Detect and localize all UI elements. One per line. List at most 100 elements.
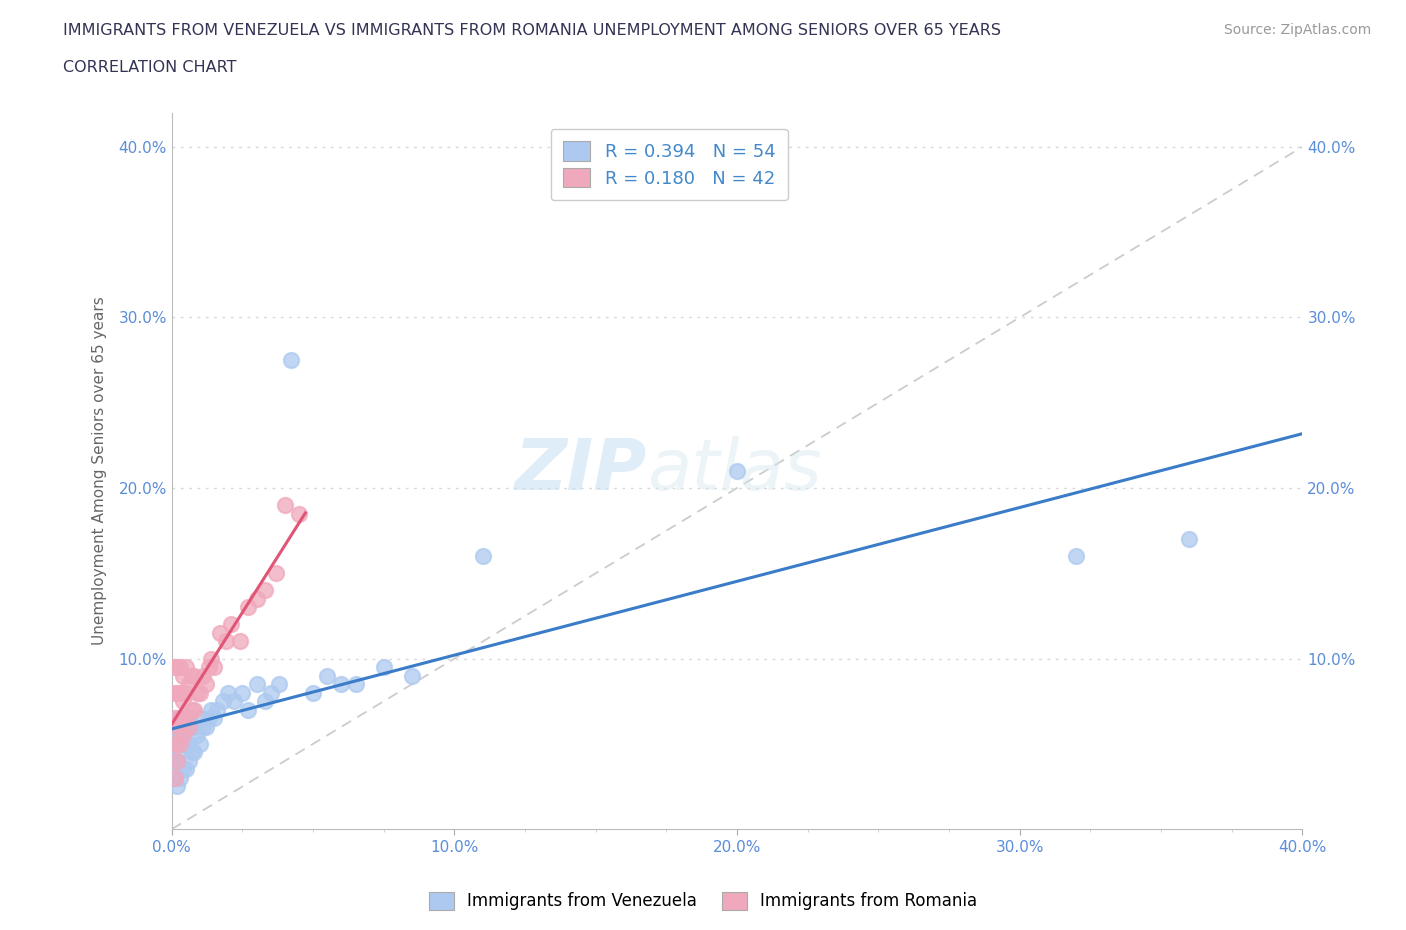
Point xyxy=(236,600,259,615)
Point xyxy=(214,634,236,649)
Point xyxy=(186,728,208,743)
Point xyxy=(186,685,208,700)
Text: atlas: atlas xyxy=(647,436,821,505)
Point xyxy=(219,617,242,631)
Point xyxy=(180,719,202,734)
Point xyxy=(197,711,219,725)
Point xyxy=(166,753,188,768)
Point xyxy=(163,771,186,786)
Point xyxy=(174,719,197,734)
Point xyxy=(163,737,186,751)
Point xyxy=(180,668,202,683)
Point xyxy=(725,463,748,478)
Point xyxy=(188,711,211,725)
Point xyxy=(166,779,188,794)
Point xyxy=(183,702,205,717)
Point xyxy=(188,685,211,700)
Point xyxy=(169,737,191,751)
Point xyxy=(163,771,186,786)
Point xyxy=(401,668,423,683)
Point xyxy=(471,549,494,564)
Point xyxy=(228,634,250,649)
Point xyxy=(174,737,197,751)
Point xyxy=(202,659,225,674)
Point xyxy=(183,745,205,760)
Point xyxy=(174,711,197,725)
Point xyxy=(177,711,200,725)
Point xyxy=(166,711,188,725)
Point xyxy=(163,711,186,725)
Point xyxy=(163,659,186,674)
Point xyxy=(197,659,219,674)
Point xyxy=(177,677,200,692)
Y-axis label: Unemployment Among Seniors over 65 years: Unemployment Among Seniors over 65 years xyxy=(93,297,107,645)
Point xyxy=(1066,549,1088,564)
Point xyxy=(172,728,194,743)
Point xyxy=(166,728,188,743)
Point xyxy=(288,506,311,521)
Point xyxy=(172,694,194,709)
Point xyxy=(166,685,188,700)
Point xyxy=(254,694,277,709)
Point xyxy=(177,753,200,768)
Point xyxy=(260,685,283,700)
Point xyxy=(202,711,225,725)
Point xyxy=(222,694,245,709)
Point xyxy=(330,677,353,692)
Point xyxy=(274,498,297,512)
Point xyxy=(177,719,200,734)
Point xyxy=(166,659,188,674)
Point xyxy=(174,659,197,674)
Point xyxy=(169,659,191,674)
Point xyxy=(180,702,202,717)
Point xyxy=(1178,532,1201,547)
Text: Source: ZipAtlas.com: Source: ZipAtlas.com xyxy=(1223,23,1371,37)
Text: ZIP: ZIP xyxy=(515,436,647,505)
Point xyxy=(163,737,186,751)
Point xyxy=(169,711,191,725)
Point xyxy=(172,762,194,777)
Point xyxy=(316,668,339,683)
Point xyxy=(172,711,194,725)
Point xyxy=(194,677,217,692)
Point xyxy=(183,668,205,683)
Point xyxy=(166,753,188,768)
Point xyxy=(180,745,202,760)
Point xyxy=(280,352,302,367)
Point xyxy=(169,711,191,725)
Point xyxy=(172,737,194,751)
Point xyxy=(169,771,191,786)
Point xyxy=(246,677,269,692)
Point xyxy=(194,719,217,734)
Point xyxy=(200,651,222,666)
Point xyxy=(172,668,194,683)
Point xyxy=(231,685,253,700)
Point xyxy=(211,694,233,709)
Point xyxy=(254,583,277,598)
Point xyxy=(166,719,188,734)
Point xyxy=(217,685,239,700)
Point xyxy=(208,626,231,641)
Point xyxy=(373,659,395,674)
Point xyxy=(191,668,214,683)
Point xyxy=(200,702,222,717)
Point xyxy=(269,677,291,692)
Point xyxy=(169,728,191,743)
Point xyxy=(163,685,186,700)
Point xyxy=(169,745,191,760)
Point xyxy=(174,685,197,700)
Point xyxy=(236,702,259,717)
Point xyxy=(177,737,200,751)
Point xyxy=(163,719,186,734)
Point xyxy=(174,762,197,777)
Point xyxy=(169,685,191,700)
Legend: Immigrants from Venezuela, Immigrants from Romania: Immigrants from Venezuela, Immigrants fr… xyxy=(422,885,984,917)
Point xyxy=(344,677,367,692)
Point xyxy=(266,565,288,580)
Point xyxy=(191,719,214,734)
Text: IMMIGRANTS FROM VENEZUELA VS IMMIGRANTS FROM ROMANIA UNEMPLOYMENT AMONG SENIORS : IMMIGRANTS FROM VENEZUELA VS IMMIGRANTS … xyxy=(63,23,1001,38)
Point xyxy=(302,685,325,700)
Point xyxy=(183,719,205,734)
Point xyxy=(188,737,211,751)
Legend: R = 0.394   N = 54, R = 0.180   N = 42: R = 0.394 N = 54, R = 0.180 N = 42 xyxy=(551,129,789,200)
